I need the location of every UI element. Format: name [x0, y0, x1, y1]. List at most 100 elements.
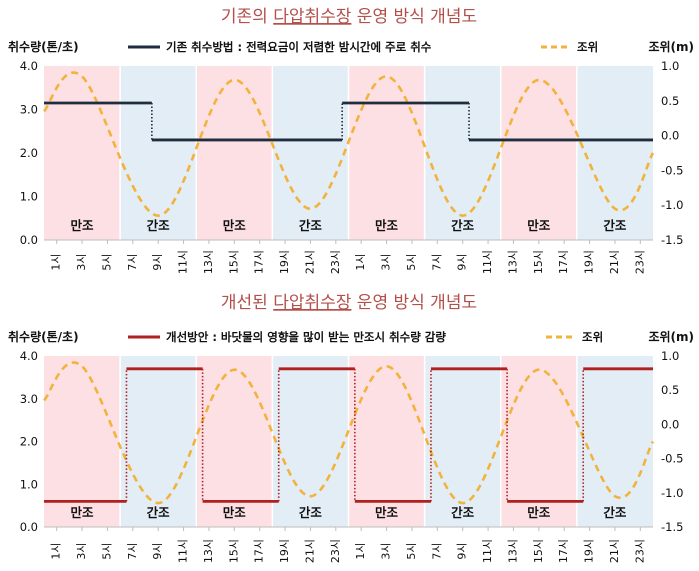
- x-tick-label: 9시: [151, 542, 164, 559]
- x-tick-label: 13시: [202, 250, 215, 274]
- x-tick-label: 13시: [202, 539, 215, 563]
- tide-band: [348, 356, 425, 527]
- title-prefix: 기존의: [221, 7, 273, 27]
- tide-band: [500, 66, 577, 240]
- y-left-tick-label: 1.0: [20, 190, 38, 204]
- y-left-tick-label: 2.0: [20, 146, 38, 160]
- y-right-tick-label: 1.0: [661, 349, 679, 363]
- x-tick-label: 19시: [583, 250, 596, 274]
- x-tick-label: 17시: [253, 250, 266, 274]
- y-right-tick-label: -0.5: [661, 452, 683, 466]
- x-tick-label: 11시: [177, 539, 190, 563]
- x-tick-label: 11시: [481, 250, 494, 274]
- tide-band: [272, 66, 349, 240]
- tide-band: [272, 356, 349, 527]
- tide-band: [424, 66, 501, 240]
- x-tick-label: 5시: [405, 542, 418, 559]
- tide-band: [120, 66, 197, 240]
- y-left-tick-label: 2.0: [20, 435, 38, 449]
- x-tick-label: 19시: [278, 250, 291, 274]
- tide-line: [42, 71, 655, 217]
- x-tick-label: 3시: [75, 253, 88, 270]
- x-tick-label: 21시: [303, 539, 316, 563]
- x-tick-label: 23시: [633, 250, 646, 274]
- title-underlined: 다압취수장: [273, 7, 352, 27]
- x-tick-label: 15시: [532, 250, 545, 274]
- y-right-tick-label: -1.5: [661, 233, 683, 247]
- x-tick-label: 5시: [100, 253, 113, 270]
- x-tick-label: 7시: [126, 253, 139, 270]
- x-tick-label: 19시: [278, 539, 291, 563]
- y-left-tick-label: 4.0: [20, 59, 38, 73]
- tide-band-label: 간조: [451, 505, 475, 520]
- x-tick-label: 9시: [456, 253, 469, 270]
- x-tick-label: 5시: [405, 253, 418, 270]
- y-right-tick-label: 0.0: [661, 417, 679, 431]
- tide-band-label: 간조: [603, 218, 627, 233]
- tide-band-label: 만조: [223, 505, 247, 520]
- title-suffix: 운영 방식 개념도: [351, 7, 477, 27]
- x-tick-label: 19시: [583, 539, 596, 563]
- x-tick-label: 7시: [430, 253, 443, 270]
- y-left-tick-label: 4.0: [20, 349, 38, 363]
- legend-tide-label: 조위: [582, 330, 603, 344]
- tide-band-label: 만조: [71, 505, 95, 520]
- legend-step-label: 기존 취수방법 : 전력요금이 저렴한 밤시간에 주로 취수: [166, 40, 432, 54]
- tide-band: [576, 66, 653, 240]
- tide-band: [120, 356, 197, 527]
- tide-band-label: 만조: [527, 218, 551, 233]
- chart-title: 개선된 다압취수장 운영 방식 개념도: [221, 293, 477, 313]
- x-tick-label: 21시: [608, 539, 621, 563]
- y-right-tick-label: 0.5: [661, 94, 679, 108]
- y-left-tick-label: 3.0: [20, 103, 38, 117]
- tide-band: [44, 66, 121, 240]
- x-tick-label: 21시: [608, 250, 621, 274]
- x-tick-label: 1시: [354, 542, 367, 559]
- x-tick-label: 7시: [126, 542, 139, 559]
- y-left-tick-label: 0.0: [20, 233, 38, 247]
- y-right-tick-label: -1.0: [661, 486, 683, 500]
- tide-band: [196, 356, 273, 527]
- tide-band-label: 만조: [375, 218, 399, 233]
- legend-step-label: 개선방안 : 바닷물의 영향을 많이 받는 만조시 취수량 감량: [166, 330, 446, 344]
- x-tick-label: 23시: [329, 250, 342, 274]
- legend-tide-label: 조위: [577, 40, 598, 54]
- y-axis-left-label: 취수량(톤/초): [8, 329, 79, 344]
- x-tick-label: 3시: [380, 253, 393, 270]
- x-tick-label: 1시: [50, 253, 63, 270]
- y-axis-right-label: 조위(m): [648, 330, 694, 344]
- y-axis-right-label: 조위(m): [648, 40, 694, 54]
- x-tick-label: 1시: [354, 253, 367, 270]
- title-underlined: 다압취수장: [273, 293, 352, 313]
- x-tick-label: 11시: [177, 250, 190, 274]
- x-tick-label: 15시: [227, 250, 240, 274]
- tide-band-label: 간조: [147, 218, 171, 233]
- title-suffix: 운영 방식 개념도: [351, 293, 477, 313]
- tide-band: [576, 356, 653, 527]
- tide-band: [424, 356, 501, 527]
- y-right-tick-label: -1.5: [661, 520, 683, 534]
- x-tick-label: 23시: [633, 539, 646, 563]
- x-tick-label: 15시: [227, 539, 240, 563]
- tide-band-label: 만조: [527, 505, 551, 520]
- y-right-tick-label: -1.0: [661, 198, 683, 212]
- y-left-tick-label: 1.0: [20, 477, 38, 491]
- tide-band-label: 간조: [603, 505, 627, 520]
- tide-band-label: 만조: [375, 505, 399, 520]
- y-axis-left-label: 취수량(톤/초): [8, 39, 79, 54]
- x-tick-label: 9시: [151, 253, 164, 270]
- x-tick-label: 13시: [506, 539, 519, 563]
- x-tick-label: 7시: [430, 542, 443, 559]
- tide-band: [348, 66, 425, 240]
- tide-line: [42, 361, 655, 505]
- chart-title: 기존의 다압취수장 운영 방식 개념도: [221, 7, 477, 27]
- y-right-tick-label: -0.5: [661, 163, 683, 177]
- x-tick-label: 9시: [456, 542, 469, 559]
- tide-band-label: 간조: [451, 218, 475, 233]
- tide-band-label: 간조: [299, 505, 323, 520]
- tide-band-label: 만조: [223, 218, 247, 233]
- title-prefix: 개선된: [221, 293, 273, 313]
